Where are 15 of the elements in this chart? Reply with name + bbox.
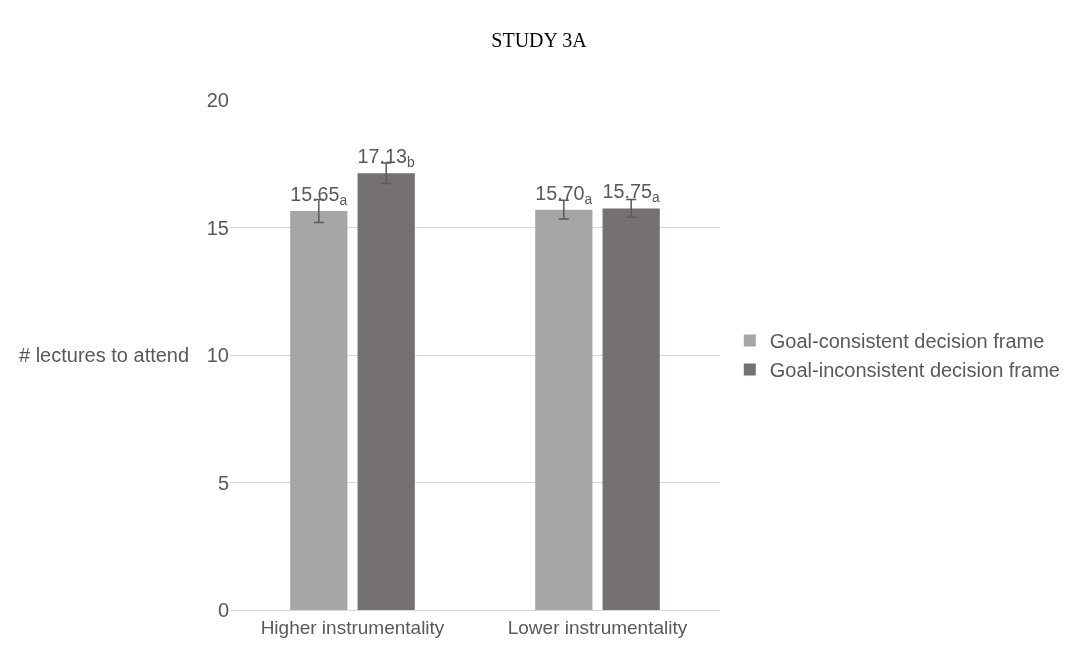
y-tick-label: 5 bbox=[217, 471, 229, 494]
chart-title: STUDY 3A bbox=[491, 29, 588, 51]
x-tick-label: Higher instrumentality bbox=[260, 616, 445, 638]
y-tick-label: 0 bbox=[217, 599, 229, 621]
legend-label: Goal-inconsistent decision frame bbox=[769, 359, 1060, 382]
y-axis-title: # lectures to attend bbox=[19, 344, 190, 366]
data-label: 15.65$_{a}$ bbox=[290, 182, 348, 208]
data-label: 15.75$_{a}$ bbox=[602, 180, 660, 206]
legend-label: Goal-consistent decision frame bbox=[769, 330, 1045, 353]
y-tick-label: 20 bbox=[206, 89, 229, 111]
data-label: 17.13$_{b}$ bbox=[357, 145, 415, 171]
x-tick-label: Lower instrumentality bbox=[507, 616, 688, 638]
data-label: 15.70$_{a}$ bbox=[535, 181, 593, 207]
y-tick-label: 10 bbox=[206, 344, 229, 366]
y-tick-label: 15 bbox=[206, 216, 229, 239]
